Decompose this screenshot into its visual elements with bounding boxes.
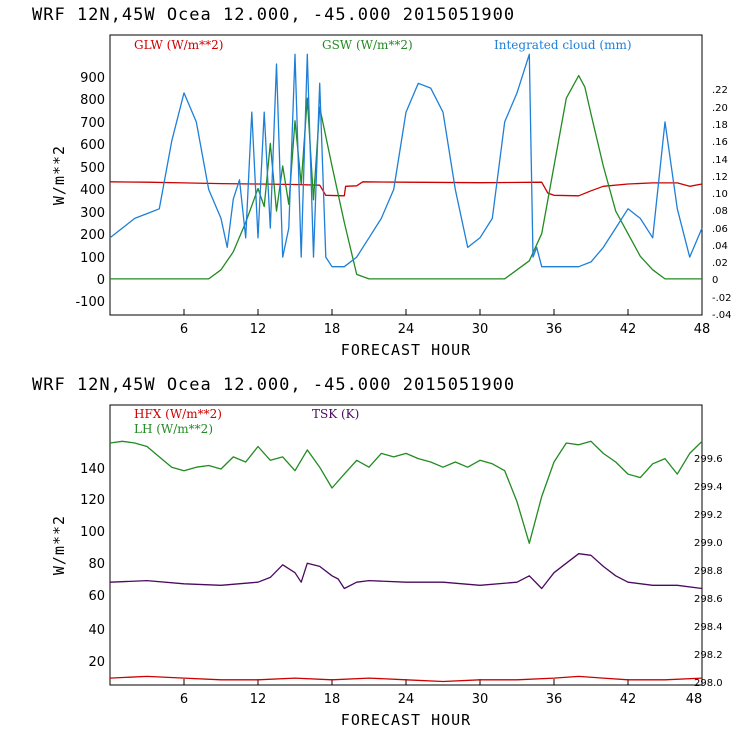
- legend-cloud: Integrated cloud (mm): [494, 38, 632, 52]
- ytick: 140: [80, 462, 105, 477]
- series-line-glw: [109, 181, 703, 197]
- rtick: -.02: [712, 293, 732, 304]
- ytick: 100: [80, 525, 105, 540]
- rtick: .10: [712, 189, 728, 200]
- legend-tsk: TSK (K): [312, 407, 359, 421]
- xtick: 30: [472, 692, 489, 707]
- series-line-gsw: [110, 74, 702, 280]
- rtick: 298.2: [694, 650, 723, 661]
- xtick: 6: [180, 692, 188, 707]
- panel2-series: [109, 440, 703, 683]
- rtick: -.04: [712, 310, 732, 321]
- panel1-tickmarks: [183, 309, 703, 315]
- ytick: 120: [80, 493, 105, 508]
- panel1-xticks: 6 12 18 24 30 36 42 48: [180, 322, 710, 337]
- ytick: 500: [80, 161, 105, 176]
- ytick: 900: [80, 71, 105, 86]
- ytick: 20: [88, 655, 105, 670]
- rtick: .06: [712, 224, 728, 235]
- ytick: 800: [80, 93, 105, 108]
- xtick: 42: [620, 692, 637, 707]
- panel2-xticks: 6 12 18 24 30 36 42 48: [180, 692, 702, 707]
- xtick: 24: [398, 692, 415, 707]
- xtick: 36: [546, 692, 563, 707]
- panel1-ylabel: W/m**2: [50, 145, 68, 205]
- rtick: .20: [712, 103, 728, 114]
- ytick: 200: [80, 228, 105, 243]
- ytick: 80: [88, 557, 105, 572]
- xtick: 48: [694, 322, 711, 337]
- ytick: 300: [80, 206, 105, 221]
- rtick: .04: [712, 241, 728, 252]
- rtick: 299.2: [694, 510, 723, 521]
- panel1-series: [109, 53, 703, 280]
- legend-lh: LH (W/m**2): [134, 422, 213, 436]
- rtick: .12: [712, 172, 728, 183]
- panel2-xlabel: FORECAST HOUR: [341, 711, 471, 729]
- panel1-yticks: 900 800 700 600 500 400 300 200 100 0 -1…: [75, 71, 105, 310]
- panel2-ylabel: W/m**2: [50, 515, 68, 575]
- panel2-header: WRF 12N,45W Ocea 12.000, -45.000 2015051…: [32, 375, 515, 395]
- rtick: 299.4: [694, 482, 723, 493]
- panel2-rticks: 299.6 299.4 299.2 299.0 298.8 298.6 298.…: [694, 454, 723, 689]
- xtick: 36: [546, 322, 563, 337]
- rtick: .08: [712, 206, 728, 217]
- ytick: 400: [80, 183, 105, 198]
- panel1-header: WRF 12N,45W Ocea 12.000, -45.000 2015051…: [32, 5, 515, 25]
- xtick: 24: [398, 322, 415, 337]
- panel2-frame: [109, 404, 703, 686]
- ytick: 700: [80, 116, 105, 131]
- rtick: 298.0: [694, 678, 723, 689]
- rtick: 299.0: [694, 538, 723, 549]
- xtick: 30: [472, 322, 489, 337]
- legend-glw: GLW (W/m**2): [134, 38, 223, 52]
- series-line-integrated: [109, 53, 703, 268]
- series-line-hfx: [109, 675, 703, 683]
- panel1-frame: [109, 34, 703, 316]
- ytick: 100: [80, 251, 105, 266]
- xtick: 6: [180, 322, 188, 337]
- xtick: 48: [686, 692, 703, 707]
- panel1-rticks: .22 .20 .18 .16 .14 .12 .10 .08 .06 .04 …: [712, 85, 732, 321]
- ytick: 60: [88, 589, 105, 604]
- xtick: 12: [250, 322, 267, 337]
- legend-hfx: HFX (W/m**2): [134, 407, 222, 421]
- xtick: 12: [250, 692, 267, 707]
- series-line-tsk: [109, 553, 703, 590]
- rtick: 0: [712, 275, 718, 286]
- panel2-yticks: 140 120 100 80 60 40 20: [80, 462, 105, 670]
- rtick: 298.4: [694, 622, 723, 633]
- ytick: 600: [80, 138, 105, 153]
- panel1-xlabel: FORECAST HOUR: [341, 341, 471, 359]
- rtick: .18: [712, 120, 728, 131]
- xtick: 42: [620, 322, 637, 337]
- series-line-lh: [109, 440, 703, 544]
- rtick: .22: [712, 85, 728, 96]
- rtick: .02: [712, 258, 728, 269]
- rtick: 298.8: [694, 566, 723, 577]
- rtick: 298.6: [694, 594, 723, 605]
- ytick: -100: [75, 295, 105, 310]
- rtick: 299.6: [694, 454, 723, 465]
- rtick: .14: [712, 155, 728, 166]
- ytick: 0: [97, 273, 105, 288]
- xtick: 18: [324, 322, 341, 337]
- rtick: .16: [712, 137, 728, 148]
- xtick: 18: [324, 692, 341, 707]
- legend-gsw: GSW (W/m**2): [322, 38, 413, 52]
- ytick: 40: [88, 623, 105, 638]
